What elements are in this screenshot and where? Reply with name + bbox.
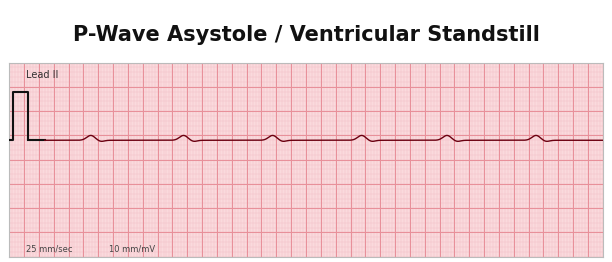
- Text: Lead II: Lead II: [26, 70, 58, 80]
- Text: P-Wave Asystole / Ventricular Standstill: P-Wave Asystole / Ventricular Standstill: [73, 25, 539, 45]
- Text: 25 mm/sec: 25 mm/sec: [26, 244, 72, 253]
- Text: 10 mm/mV: 10 mm/mV: [110, 244, 155, 253]
